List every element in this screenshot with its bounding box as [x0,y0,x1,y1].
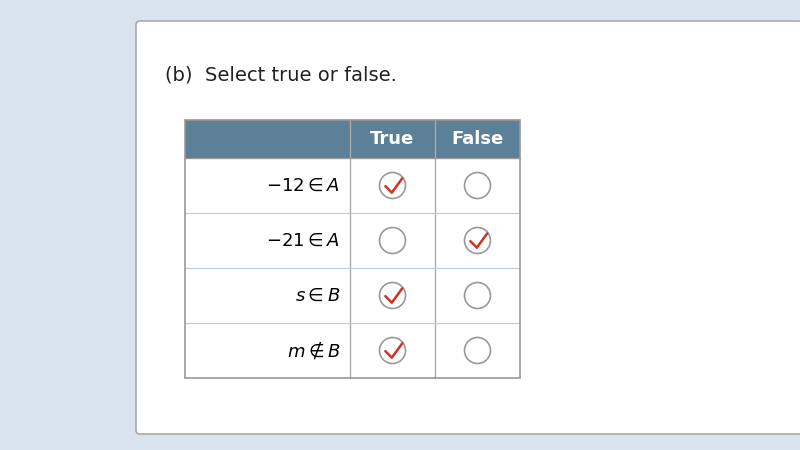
Text: $m \notin B$: $m \notin B$ [286,339,340,361]
Text: False: False [451,130,504,148]
Text: $-21 \in A$: $-21 \in A$ [266,231,340,249]
Text: $-12 \in A$: $-12 \in A$ [266,176,340,194]
Text: $s \in B$: $s \in B$ [294,287,340,305]
Text: (b)  Select true or false.: (b) Select true or false. [165,66,397,85]
FancyBboxPatch shape [136,21,800,434]
Text: True: True [370,130,414,148]
Bar [185,120,520,158]
Bar [185,120,520,378]
